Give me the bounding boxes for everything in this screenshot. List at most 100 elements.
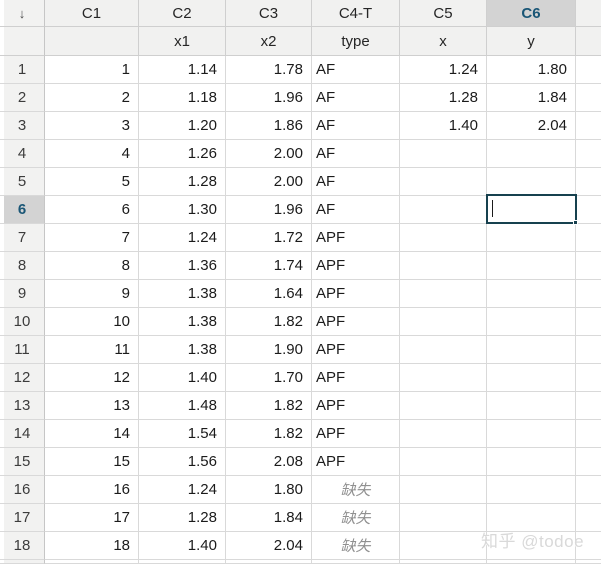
cell-c5-row16[interactable] [400, 476, 487, 504]
cell-c3-row17[interactable]: 1.84 [226, 504, 312, 532]
row-header-3[interactable]: 3 [0, 112, 45, 140]
cell-c5-row14[interactable] [400, 420, 487, 448]
cell-c2-row8[interactable]: 1.36 [139, 252, 226, 280]
cell-c1-row10[interactable]: 10 [45, 308, 139, 336]
cell-c2-row18[interactable]: 1.40 [139, 532, 226, 560]
cell-c1-row18[interactable]: 18 [45, 532, 139, 560]
column-name-c6[interactable]: y [487, 27, 576, 56]
cell-c4-row6[interactable]: AF [312, 196, 400, 224]
cell-c1-row8[interactable]: 8 [45, 252, 139, 280]
cell-c5-row17[interactable] [400, 504, 487, 532]
cell-c1-row13[interactable]: 13 [45, 392, 139, 420]
cell-c1-row2[interactable]: 2 [45, 84, 139, 112]
cell-c4-row10[interactable]: APF [312, 308, 400, 336]
cell-c3-row12[interactable]: 1.70 [226, 364, 312, 392]
cell-c6-row2[interactable]: 1.84 [487, 84, 576, 112]
cell-c3-row4[interactable]: 2.00 [226, 140, 312, 168]
cell-c2-row13[interactable]: 1.48 [139, 392, 226, 420]
cell-c2-row6[interactable]: 1.30 [139, 196, 226, 224]
cell-c4-row13[interactable]: APF [312, 392, 400, 420]
cell-c1-row3[interactable]: 3 [45, 112, 139, 140]
cell-c5-row11[interactable] [400, 336, 487, 364]
cell-c4-row3[interactable]: AF [312, 112, 400, 140]
cell-c6-row10[interactable] [487, 308, 576, 336]
cell-c6-row4[interactable] [487, 140, 576, 168]
cell-c2-row10[interactable]: 1.38 [139, 308, 226, 336]
cell-c1-row7[interactable]: 7 [45, 224, 139, 252]
cell-c1-row6[interactable]: 6 [45, 196, 139, 224]
column-header-c6-selected[interactable]: C6 [487, 0, 576, 27]
cell-c1-row15[interactable]: 15 [45, 448, 139, 476]
cell-c2-row2[interactable]: 1.18 [139, 84, 226, 112]
cell-c6-row1[interactable]: 1.80 [487, 56, 576, 84]
cell-c5-row13[interactable] [400, 392, 487, 420]
cell-c2-row11[interactable]: 1.38 [139, 336, 226, 364]
column-header-c1[interactable]: C1 [45, 0, 139, 27]
cell-c3-row3[interactable]: 1.86 [226, 112, 312, 140]
cell-c2-row5[interactable]: 1.28 [139, 168, 226, 196]
cell-c5-row7[interactable] [400, 224, 487, 252]
cell-c3-row14[interactable]: 1.82 [226, 420, 312, 448]
cell-c2-row4[interactable]: 1.26 [139, 140, 226, 168]
cell-c3-row15[interactable]: 2.08 [226, 448, 312, 476]
row-header-8[interactable]: 8 [0, 252, 45, 280]
cell-c6-row13[interactable] [487, 392, 576, 420]
cell-c6-row14[interactable] [487, 420, 576, 448]
cell-c4-row8[interactable]: APF [312, 252, 400, 280]
cell-c6-row16[interactable] [487, 476, 576, 504]
row-header-19-partial[interactable] [0, 560, 45, 564]
cell-c5-row1[interactable]: 1.24 [400, 56, 487, 84]
cell-c3-row1[interactable]: 1.78 [226, 56, 312, 84]
cell-c2-row3[interactable]: 1.20 [139, 112, 226, 140]
row-header-11[interactable]: 11 [0, 336, 45, 364]
row-header-10[interactable]: 10 [0, 308, 45, 336]
row-header-4[interactable]: 4 [0, 140, 45, 168]
column-header-c4[interactable]: C4-T [312, 0, 400, 27]
row-header-7[interactable]: 7 [0, 224, 45, 252]
cell-c1-row5[interactable]: 5 [45, 168, 139, 196]
column-name-c3[interactable]: x2 [226, 27, 312, 56]
cell-c3-row13[interactable]: 1.82 [226, 392, 312, 420]
cell-c2-row16[interactable]: 1.24 [139, 476, 226, 504]
cell-c4-row4[interactable]: AF [312, 140, 400, 168]
cell-c3-row16[interactable]: 1.80 [226, 476, 312, 504]
cell-c4-row12[interactable]: APF [312, 364, 400, 392]
cell-c3-row2[interactable]: 1.96 [226, 84, 312, 112]
cell-c1-row9[interactable]: 9 [45, 280, 139, 308]
row-header-5[interactable]: 5 [0, 168, 45, 196]
cell-c1-row4[interactable]: 4 [45, 140, 139, 168]
cell-c5-row4[interactable] [400, 140, 487, 168]
column-header-c5[interactable]: C5 [400, 0, 487, 27]
cell-c4-row1[interactable]: AF [312, 56, 400, 84]
row-header-9[interactable]: 9 [0, 280, 45, 308]
cell-c3-row9[interactable]: 1.64 [226, 280, 312, 308]
cell-c4-row7[interactable]: APF [312, 224, 400, 252]
cell-c5-row12[interactable] [400, 364, 487, 392]
entry-direction-cell[interactable]: ↓ [0, 0, 45, 27]
cell-c4-row2[interactable]: AF [312, 84, 400, 112]
cell-c6-row8[interactable] [487, 252, 576, 280]
column-header-c3[interactable]: C3 [226, 0, 312, 27]
row-header-17[interactable]: 17 [0, 504, 45, 532]
cell-c4-row9[interactable]: APF [312, 280, 400, 308]
cell-c5-row9[interactable] [400, 280, 487, 308]
cell-c6-row15[interactable] [487, 448, 576, 476]
cell-c2-row12[interactable]: 1.40 [139, 364, 226, 392]
cell-c5-row6[interactable] [400, 196, 487, 224]
cell-c6-row9[interactable] [487, 280, 576, 308]
column-name-c5[interactable]: x [400, 27, 487, 56]
cell-c6-row17[interactable] [487, 504, 576, 532]
cell-c6-row6[interactable] [487, 196, 576, 224]
cell-c3-row18[interactable]: 2.04 [226, 532, 312, 560]
cell-c6-row5[interactable] [487, 168, 576, 196]
cell-c3-row6[interactable]: 1.96 [226, 196, 312, 224]
cell-c6-row12[interactable] [487, 364, 576, 392]
cell-c6-row11[interactable] [487, 336, 576, 364]
row-header-14[interactable]: 14 [0, 420, 45, 448]
cell-c6-row18[interactable] [487, 532, 576, 560]
row-header-15[interactable]: 15 [0, 448, 45, 476]
row-header-18[interactable]: 18 [0, 532, 45, 560]
column-name-c2[interactable]: x1 [139, 27, 226, 56]
cell-c3-row10[interactable]: 1.82 [226, 308, 312, 336]
row-header-12[interactable]: 12 [0, 364, 45, 392]
